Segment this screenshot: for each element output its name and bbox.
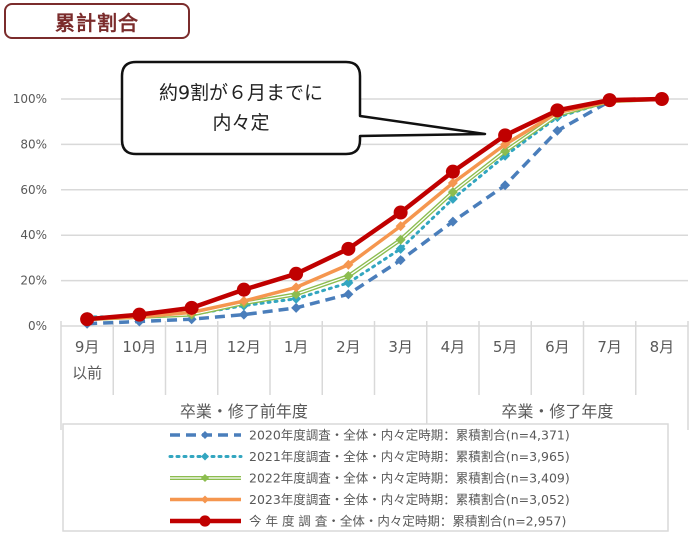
series-lines bbox=[80, 92, 669, 329]
x-tick-label: 4月 bbox=[441, 338, 466, 356]
data-point-marker bbox=[395, 243, 406, 254]
legend-item: 今 年 度 調 査・全体・内々定時期：累積割合(n=2,957) bbox=[170, 514, 566, 529]
x-tick-label: 3月 bbox=[388, 338, 413, 356]
callout-bubble: 約9割が６月までに 内々定 bbox=[120, 60, 487, 156]
legend-label: 2022年度調査・全体・内々定時期：累積割合(n=3,409) bbox=[249, 471, 570, 486]
series-line bbox=[80, 92, 669, 327]
data-point-marker bbox=[238, 309, 249, 320]
data-point-marker bbox=[500, 180, 511, 191]
y-tick-label: 100% bbox=[13, 92, 47, 106]
data-point-marker bbox=[289, 266, 304, 281]
legend-item: 2023年度調査・全体・内々定時期：累積割合(n=3,052) bbox=[170, 492, 570, 507]
data-point-marker bbox=[498, 128, 513, 143]
data-point-marker bbox=[199, 515, 211, 527]
data-point-marker bbox=[236, 282, 251, 297]
data-point-marker bbox=[654, 92, 669, 106]
data-point-marker bbox=[602, 93, 617, 108]
data-point-marker bbox=[447, 177, 458, 188]
data-point-marker bbox=[447, 187, 458, 198]
data-point-marker bbox=[132, 307, 147, 322]
legend-label: 2021年度調査・全体・内々定時期：累積割合(n=3,965) bbox=[249, 449, 570, 464]
legend-label: 今 年 度 調 査・全体・内々定時期：累積割合(n=2,957) bbox=[249, 514, 566, 529]
y-axis: 0% 20% 40% 60% 80% 100% bbox=[13, 92, 47, 333]
data-point-marker bbox=[201, 474, 209, 482]
y-tick-label: 40% bbox=[20, 228, 47, 242]
data-point-marker bbox=[552, 125, 563, 136]
y-tick-label: 80% bbox=[20, 137, 47, 151]
data-point-marker bbox=[395, 255, 406, 266]
callout-shape bbox=[120, 60, 487, 156]
legend-label: 2023年度調査・全体・内々定時期：累積割合(n=3,052) bbox=[249, 492, 570, 507]
x-tick-label: 1月 bbox=[284, 338, 309, 356]
data-point-marker bbox=[201, 431, 209, 439]
legend-item: 2020年度調査・全体・内々定時期：累積割合(n=4,371) bbox=[170, 428, 570, 443]
data-point-marker bbox=[291, 289, 302, 300]
legend-label: 2020年度調査・全体・内々定時期：累積割合(n=4,371) bbox=[249, 428, 570, 443]
data-point-marker bbox=[201, 452, 209, 461]
x-group-label: 卒業・修了前年度 bbox=[180, 402, 308, 421]
y-tick-label: 60% bbox=[20, 183, 47, 197]
data-point-marker bbox=[80, 312, 95, 327]
x-tick-label: 5月 bbox=[493, 338, 518, 356]
callout-line-2: 内々定 bbox=[212, 112, 269, 134]
y-tick-label: 0% bbox=[28, 319, 47, 333]
x-tick-label: 8月 bbox=[650, 338, 675, 356]
data-point-marker bbox=[291, 282, 302, 293]
x-tick-label: 以前 bbox=[72, 364, 102, 382]
data-point-marker bbox=[343, 289, 354, 300]
chart-title: 累計割合 bbox=[55, 10, 139, 35]
data-point-marker bbox=[447, 216, 458, 227]
legend-item: 2022年度調査・全体・内々定時期：累積割合(n=3,409) bbox=[170, 471, 570, 486]
data-point-marker bbox=[395, 234, 406, 245]
data-point-marker bbox=[343, 277, 354, 288]
data-point-marker bbox=[238, 296, 249, 307]
x-tick-label: 11月 bbox=[175, 338, 209, 356]
data-point-marker bbox=[500, 139, 511, 150]
data-point-marker bbox=[395, 221, 406, 232]
data-point-marker bbox=[343, 259, 354, 270]
y-tick-label: 20% bbox=[20, 274, 47, 288]
x-tick-label: 2月 bbox=[336, 338, 361, 356]
data-point-marker bbox=[500, 146, 511, 157]
data-point-marker bbox=[341, 241, 356, 256]
x-tick-label: 9月 bbox=[75, 338, 100, 356]
legend-box bbox=[62, 423, 669, 532]
x-group-label: 卒業・修了年度 bbox=[501, 402, 613, 421]
data-point-marker bbox=[393, 205, 408, 220]
data-point-marker bbox=[184, 300, 199, 315]
x-tick-label: 6月 bbox=[545, 338, 570, 356]
callout-line-1: 約9割が６月までに bbox=[159, 82, 323, 104]
data-point-marker bbox=[201, 495, 209, 504]
legend: 2020年度調査・全体・内々定時期：累積割合(n=4,371) 2021年度調査・… bbox=[62, 423, 669, 532]
data-point-marker bbox=[343, 271, 354, 282]
data-point-marker bbox=[291, 302, 302, 313]
x-tick-label: 10月 bbox=[122, 338, 156, 356]
x-tick-label: 7月 bbox=[597, 338, 622, 356]
x-tick-label: 12月 bbox=[227, 338, 261, 356]
chart-title-box: 累計割合 bbox=[4, 3, 190, 39]
legend-item: 2021年度調査・全体・内々定時期：累積割合(n=3,965) bbox=[168, 449, 570, 464]
data-point-marker bbox=[550, 103, 565, 118]
data-point-marker bbox=[445, 164, 460, 179]
